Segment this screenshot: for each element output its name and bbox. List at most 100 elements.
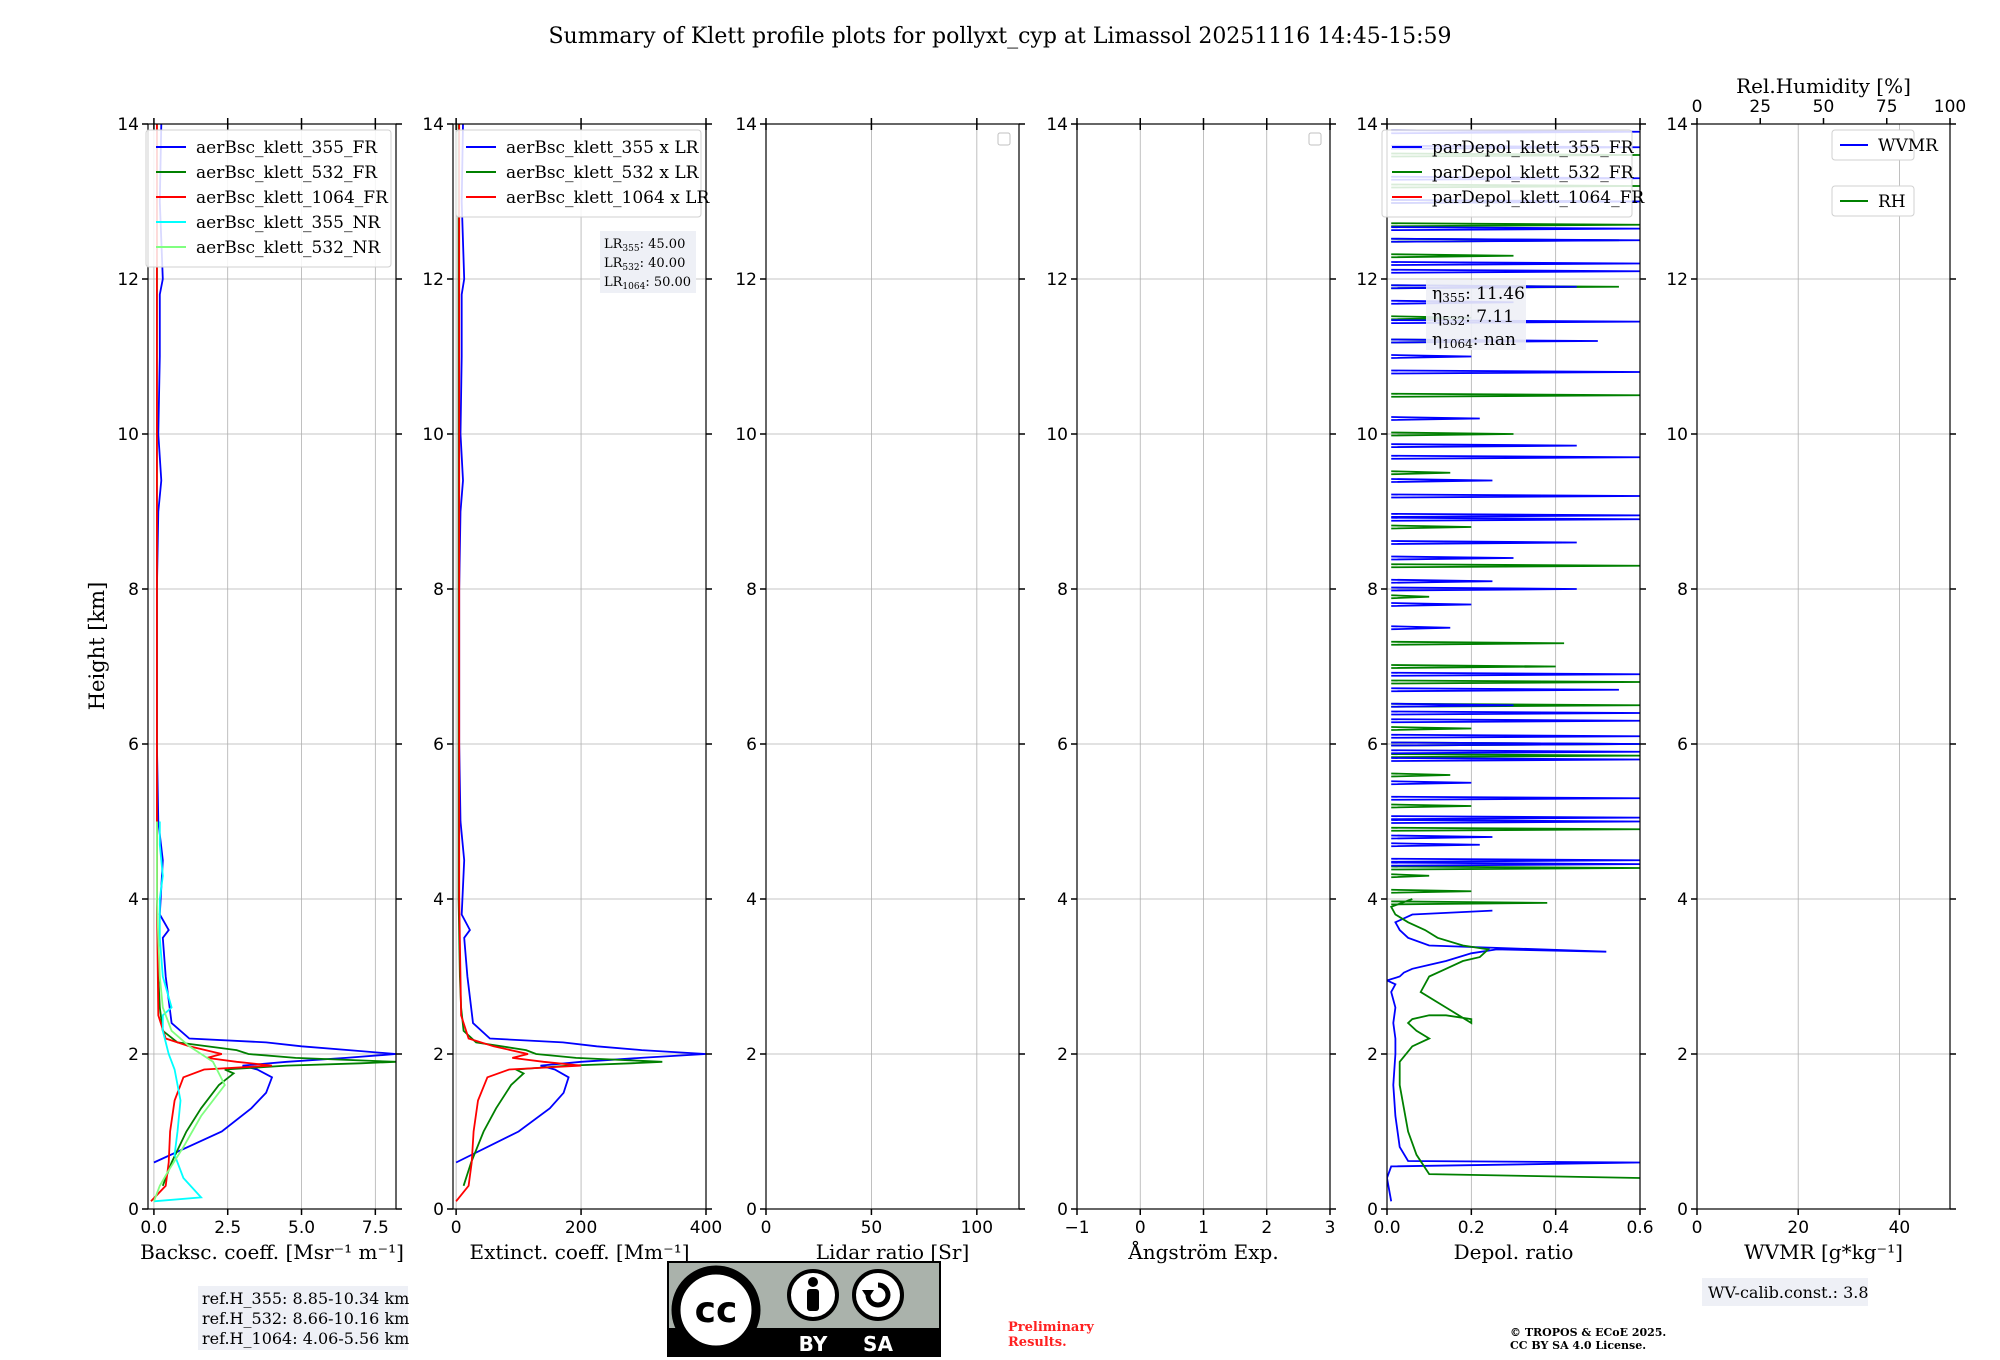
x-tick-label: 5.0 bbox=[288, 1218, 315, 1238]
legend-RH[interactable]: RH bbox=[1831, 185, 1915, 217]
x-axis-label-lidar_ratio: Lidar ratio [Sr] bbox=[816, 1240, 970, 1264]
depol-355-spike bbox=[1391, 478, 1493, 483]
y-tick-label: 12 bbox=[1046, 270, 1068, 290]
depol-532-spike bbox=[1391, 803, 1472, 809]
y-tick-label: 12 bbox=[1356, 270, 1378, 290]
legend-label: parDepol_klett_355_FR bbox=[1432, 138, 1635, 158]
frame-lidar_ratio bbox=[765, 123, 1020, 1210]
preliminary-line-1: Preliminary bbox=[1008, 1320, 1094, 1335]
depol-355-spike bbox=[1391, 493, 1640, 499]
depol-355-spike bbox=[1391, 671, 1640, 677]
y-tick-label: 0 bbox=[128, 1200, 139, 1220]
depol-355-spike bbox=[1391, 757, 1640, 762]
grid-lidar_ratio bbox=[765, 123, 1019, 1210]
y-tick-label: 12 bbox=[1666, 270, 1688, 290]
depol-355-spike bbox=[1391, 733, 1640, 739]
cc-circle-icon bbox=[671, 1265, 761, 1355]
y-tick-label: 4 bbox=[746, 890, 757, 910]
legend-label: aerBsc_klett_1064 x LR bbox=[506, 188, 710, 208]
cc-logo-text: cc bbox=[695, 1290, 738, 1331]
wv-calib-text: WV-calib.const.: 3.8 bbox=[1708, 1283, 1869, 1302]
depol-355-spike bbox=[1391, 454, 1640, 460]
legend-empty-box[interactable] bbox=[1308, 132, 1322, 146]
by-person-body bbox=[807, 1289, 819, 1311]
y-tick-label: 12 bbox=[735, 270, 757, 290]
eta-line: η1064: nan bbox=[1432, 330, 1516, 351]
y-tick-label: 10 bbox=[422, 425, 444, 445]
chart-title: Summary of Klett profile plots for polly… bbox=[548, 24, 1451, 49]
eta-line: η355: 11.46 bbox=[1432, 284, 1525, 305]
series-parDepol_klett_532_FR bbox=[1389, 898, 1640, 1179]
ref-height-line: ref.H_1064: 4.06-5.56 km bbox=[202, 1329, 409, 1348]
legend-label: parDepol_klett_1064_FR bbox=[1432, 188, 1645, 208]
series-aerBsc_klett_355_FR bbox=[153, 124, 396, 1164]
y-tick-label: 8 bbox=[1677, 580, 1688, 600]
series-aerBsc_klett_532_FR bbox=[155, 124, 396, 1187]
depol-355-spike bbox=[1391, 268, 1640, 274]
series-parDepol_klett_355_FR bbox=[1387, 909, 1640, 1202]
x-tick-label: 0.6 bbox=[1626, 1218, 1653, 1238]
x-axis-label-angstrom: Ångström Exp. bbox=[1127, 1239, 1278, 1264]
depol-355-spike bbox=[1391, 443, 1577, 449]
y-tick-label: 4 bbox=[1677, 890, 1688, 910]
legend-WVMR[interactable]: WVMR bbox=[1831, 129, 1939, 161]
legend-empty-box[interactable] bbox=[997, 132, 1011, 146]
frame-backscatter bbox=[147, 123, 397, 1210]
legend-label: aerBsc_klett_355 x LR bbox=[506, 138, 700, 158]
legend-box bbox=[145, 129, 392, 268]
depol-355-spike bbox=[1391, 540, 1577, 545]
y-tick-label: 6 bbox=[746, 735, 757, 755]
depol-355-spike bbox=[1391, 586, 1577, 592]
x-tick-label: 2 bbox=[1261, 1218, 1272, 1238]
depol-355-spike bbox=[1391, 842, 1480, 848]
sa-share-arrowhead bbox=[862, 1290, 874, 1299]
depol-355-spike bbox=[1391, 861, 1640, 867]
top-x-tick-label: 0 bbox=[1692, 97, 1703, 117]
y-tick-label: 12 bbox=[117, 270, 139, 290]
lidar-ratio-line: LR355: 45.00 bbox=[604, 237, 685, 254]
depol-355-spike bbox=[1391, 602, 1472, 607]
y-tick-label: 6 bbox=[433, 735, 444, 755]
y-tick-label: 4 bbox=[128, 890, 139, 910]
x-tick-label: −1 bbox=[1064, 1218, 1089, 1238]
y-axis-label: Height [km] bbox=[85, 582, 109, 711]
x-axis-label-wvmr: WVMR [g*kg⁻¹] bbox=[1744, 1240, 1903, 1264]
depol-532-spike bbox=[1391, 253, 1514, 259]
depol-355-spike bbox=[1391, 834, 1493, 840]
y-tick-label: 2 bbox=[433, 1045, 444, 1065]
y-tick-label: 10 bbox=[1046, 425, 1068, 445]
y-tick-label: 2 bbox=[746, 1045, 757, 1065]
y-tick-label: 4 bbox=[1367, 890, 1378, 910]
frame-wvmr bbox=[1696, 123, 1951, 1210]
y-tick-label: 10 bbox=[1356, 425, 1378, 445]
y-tick-label: 0 bbox=[746, 1200, 757, 1220]
x-tick-label: 7.5 bbox=[362, 1218, 389, 1238]
legend-extinction[interactable]: aerBsc_klett_355 x LR aerBsc_klett_532 x … bbox=[455, 129, 710, 218]
legend-depol[interactable]: parDepol_klett_355_FR parDepol_klett_532_… bbox=[1381, 129, 1645, 218]
legend-backscatter[interactable]: aerBsc_klett_355_FR aerBsc_klett_532_FRae… bbox=[145, 129, 392, 268]
y-tick-label: 2 bbox=[1677, 1045, 1688, 1065]
y-tick-label: 14 bbox=[1356, 115, 1378, 135]
y-tick-label: 6 bbox=[1677, 735, 1688, 755]
wv-calib-annotation: WV-calib.const.: 3.8 bbox=[1702, 1278, 1869, 1306]
series-aerBsc_klett_355 x LR bbox=[455, 124, 706, 1164]
cc-sa-label: SA bbox=[863, 1332, 893, 1356]
cc-by-sa-badge[interactable]: cc BY SA bbox=[667, 1261, 941, 1357]
depol-355-spike bbox=[1391, 702, 1514, 708]
depol-355-spike bbox=[1391, 819, 1640, 824]
depol-355-spike bbox=[1391, 857, 1640, 863]
depol-532-spike bbox=[1391, 524, 1472, 530]
y-tick-label: 6 bbox=[128, 735, 139, 755]
depol-355-spike bbox=[1391, 780, 1472, 786]
depol-355-spike bbox=[1391, 226, 1640, 232]
legend-label: aerBsc_klett_532 x LR bbox=[506, 163, 700, 183]
top-x-tick-label: 50 bbox=[1813, 97, 1835, 117]
depol-532-spike bbox=[1391, 594, 1430, 600]
depol-355-spike bbox=[1391, 416, 1480, 421]
ref-height-line: ref.H_532: 8.66-10.16 km bbox=[202, 1309, 409, 1328]
x-axis-label-backscatter: Backsc. coeff. [Msr⁻¹ m⁻¹] bbox=[140, 1240, 404, 1264]
